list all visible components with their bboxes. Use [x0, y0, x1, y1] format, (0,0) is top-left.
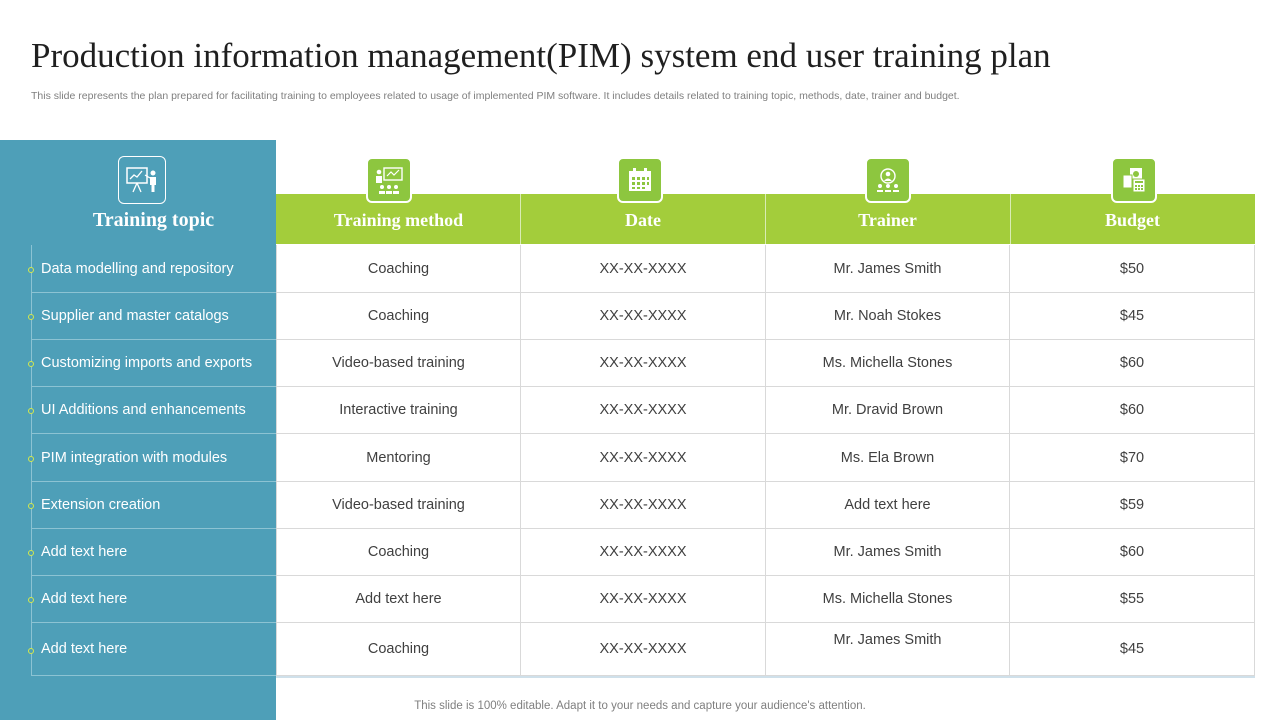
header-divider [1010, 194, 1011, 244]
row-method: Coaching [276, 245, 521, 293]
row-budget: $70 [1010, 434, 1255, 482]
row-method: Coaching [276, 529, 521, 576]
table-row: Customizing imports and exports Video-ba… [28, 340, 1255, 387]
row-date: XX-XX-XXXX [521, 387, 766, 434]
row-topic: Add text here [31, 623, 276, 676]
row-budget: $60 [1010, 529, 1255, 576]
trainer-icon [865, 157, 911, 203]
table-row: Data modelling and repository Coaching X… [28, 245, 1255, 293]
row-topic: Data modelling and repository [31, 245, 276, 293]
bullet-icon [28, 456, 34, 462]
table-bottom-border [276, 676, 1255, 678]
row-topic: Add text here [31, 529, 276, 576]
row-date: XX-XX-XXXX [521, 245, 766, 293]
row-method: Coaching [276, 623, 521, 676]
header-divider [520, 194, 521, 244]
row-trainer: Mr. Noah Stokes [766, 293, 1010, 340]
row-method: Video-based training [276, 482, 521, 529]
presentation-icon [118, 156, 166, 204]
row-topic: Customizing imports and exports [31, 340, 276, 387]
row-trainer: Mr. James Smith [766, 623, 1010, 676]
row-trainer: Ms. Ela Brown [766, 434, 1010, 482]
row-trainer: Mr. James Smith [766, 529, 1010, 576]
row-method: Add text here [276, 576, 521, 623]
row-budget: $45 [1010, 623, 1255, 676]
row-date: XX-XX-XXXX [521, 434, 766, 482]
table-row: Add text here Add text here XX-XX-XXXX M… [28, 576, 1255, 623]
table-row: PIM integration with modules Mentoring X… [28, 434, 1255, 482]
row-topic: Extension creation [31, 482, 276, 529]
row-date: XX-XX-XXXX [521, 340, 766, 387]
row-budget: $50 [1010, 245, 1255, 293]
row-date: XX-XX-XXXX [521, 529, 766, 576]
row-trainer: Ms. Michella Stones [766, 340, 1010, 387]
row-budget: $60 [1010, 387, 1255, 434]
classroom-icon [366, 157, 412, 203]
bullet-icon [28, 503, 34, 509]
table-row: Add text here Coaching XX-XX-XXXX Mr. Ja… [28, 529, 1255, 576]
bullet-icon [28, 408, 34, 414]
row-topic: PIM integration with modules [31, 434, 276, 482]
row-trainer: Mr. Dravid Brown [766, 387, 1010, 434]
row-date: XX-XX-XXXX [521, 623, 766, 676]
row-topic: Supplier and master catalogs [31, 293, 276, 340]
page-title: Production information management(PIM) s… [31, 36, 1051, 75]
calendar-icon [617, 157, 663, 203]
table-row: Add text here Coaching XX-XX-XXXX Mr. Ja… [28, 623, 1255, 676]
row-budget: $60 [1010, 340, 1255, 387]
bullet-icon [28, 314, 34, 320]
bullet-icon [28, 550, 34, 556]
row-date: XX-XX-XXXX [521, 293, 766, 340]
row-budget: $55 [1010, 576, 1255, 623]
budget-icon [1111, 157, 1157, 203]
row-date: XX-XX-XXXX [521, 576, 766, 623]
table-row: Extension creation Video-based training … [28, 482, 1255, 529]
row-trainer: Mr. James Smith [766, 245, 1010, 293]
table-row: Supplier and master catalogs Coaching XX… [28, 293, 1255, 340]
row-method: Mentoring [276, 434, 521, 482]
bullet-icon [28, 361, 34, 367]
bullet-icon [28, 597, 34, 603]
row-trainer: Add text here [766, 482, 1010, 529]
row-topic: UI Additions and enhancements [31, 387, 276, 434]
header-trainer: Trainer [858, 210, 917, 230]
bullet-icon [28, 267, 34, 273]
topic-panel [0, 140, 276, 720]
row-method: Video-based training [276, 340, 521, 387]
table-row: UI Additions and enhancements Interactiv… [28, 387, 1255, 434]
bullet-icon [28, 648, 34, 654]
header-budget: Budget [1104, 210, 1160, 230]
row-method: Coaching [276, 293, 521, 340]
row-budget: $59 [1010, 482, 1255, 529]
header-date: Date [625, 210, 661, 230]
page-subtitle: This slide represents the plan prepared … [31, 90, 960, 102]
row-topic: Add text here [31, 576, 276, 623]
row-trainer: Ms. Michella Stones [766, 576, 1010, 623]
header-training-method: Training method [333, 210, 464, 230]
row-method: Interactive training [276, 387, 521, 434]
header-training-topic: Training topic [92, 209, 215, 231]
row-budget: $45 [1010, 293, 1255, 340]
header-divider [765, 194, 766, 244]
row-date: XX-XX-XXXX [521, 482, 766, 529]
footer-note: This slide is 100% editable. Adapt it to… [414, 700, 866, 712]
